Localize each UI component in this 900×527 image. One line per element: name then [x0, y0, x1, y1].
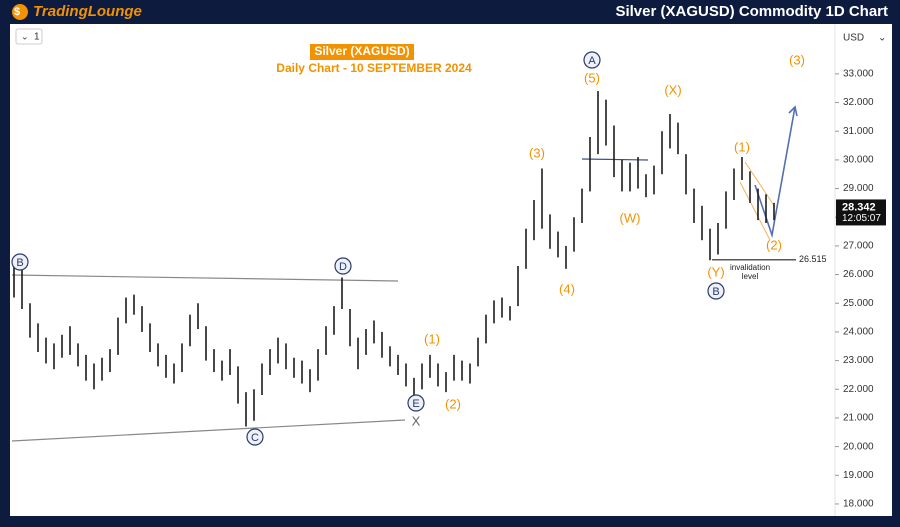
wave-label: A [588, 55, 596, 67]
chart-title: Silver (XAGUSD) [314, 44, 409, 58]
invalidation-text: level [742, 272, 759, 281]
trend-line [11, 274, 399, 282]
y-tick-label: 21.000 [843, 413, 874, 424]
price-timer: 12:05:07 [842, 213, 881, 224]
trend-line [11, 419, 406, 442]
interval-caret: ⌄ [21, 31, 29, 41]
wave-label: X [412, 413, 421, 428]
invalidation-value: 26.515 [799, 254, 827, 264]
currency[interactable]: USD [843, 33, 864, 44]
wave-label: (5) [584, 70, 600, 85]
wave-label: (W) [620, 210, 641, 225]
wave-label: D [339, 261, 347, 273]
wave-label: (X) [664, 82, 681, 97]
y-tick-label: 33.000 [843, 69, 874, 80]
y-tick-label: 24.000 [843, 327, 874, 338]
y-tick-label: 22.000 [843, 384, 874, 395]
y-tick-label: 25.000 [843, 298, 874, 309]
wave-circle [246, 428, 264, 446]
wave-label: (1) [424, 331, 440, 346]
interval-button[interactable] [15, 28, 43, 45]
channel-line [744, 161, 776, 208]
y-tick-label: 29.000 [843, 183, 874, 194]
wave-circle [407, 394, 425, 412]
logo: TradingLounge [33, 3, 142, 20]
y-tick-label: 23.000 [843, 355, 874, 366]
wave-circle [707, 282, 725, 300]
y-tick-label: 26.000 [843, 269, 874, 280]
y-tick-label: 18.000 [843, 499, 874, 510]
title-bg [310, 44, 414, 60]
interval: 1 [34, 32, 40, 43]
current-price: 28.342 [842, 201, 876, 213]
wave-label: (2) [766, 237, 782, 252]
wave-label: (3) [789, 52, 805, 67]
chart-area [10, 24, 892, 516]
wave-circle [583, 51, 601, 69]
wave-circle [334, 257, 352, 275]
wave-label: C [251, 432, 259, 444]
logo-icon-letter: $ [14, 6, 20, 18]
channel-line [739, 181, 771, 241]
y-tick-label: 20.000 [843, 441, 874, 452]
logo-icon [12, 4, 28, 20]
y-tick-label: 19.000 [843, 470, 874, 481]
wave-label: (2) [445, 396, 461, 411]
header-title: Silver (XAGUSD) Commodity 1D Chart [615, 3, 888, 20]
wave-label: (1) [734, 139, 750, 154]
wave-label: (4) [559, 281, 575, 296]
y-tick-label: 27.000 [843, 241, 874, 252]
wave-circle [11, 253, 29, 271]
wave-label: E [412, 398, 419, 410]
y-tick-label: 30.000 [843, 155, 874, 166]
wave-label: B [16, 257, 23, 269]
y-tick-label: 32.000 [843, 97, 874, 108]
trend-line [581, 158, 649, 161]
price-tag [836, 199, 886, 226]
currency-caret: ⌄ [878, 33, 886, 44]
wave-label: B [712, 286, 719, 298]
projection-arrow [754, 106, 796, 239]
chart-subtitle: Daily Chart - 10 SEPTEMBER 2024 [276, 61, 472, 75]
wave-label: (Y) [707, 264, 724, 279]
y-tick-label: 31.000 [843, 126, 874, 137]
arrow-head [788, 105, 798, 117]
invalidation-text: invalidation [730, 263, 770, 272]
wave-label: (3) [529, 145, 545, 160]
